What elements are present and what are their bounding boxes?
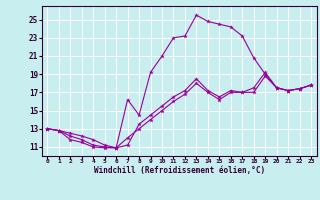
X-axis label: Windchill (Refroidissement éolien,°C): Windchill (Refroidissement éolien,°C) xyxy=(94,166,265,175)
